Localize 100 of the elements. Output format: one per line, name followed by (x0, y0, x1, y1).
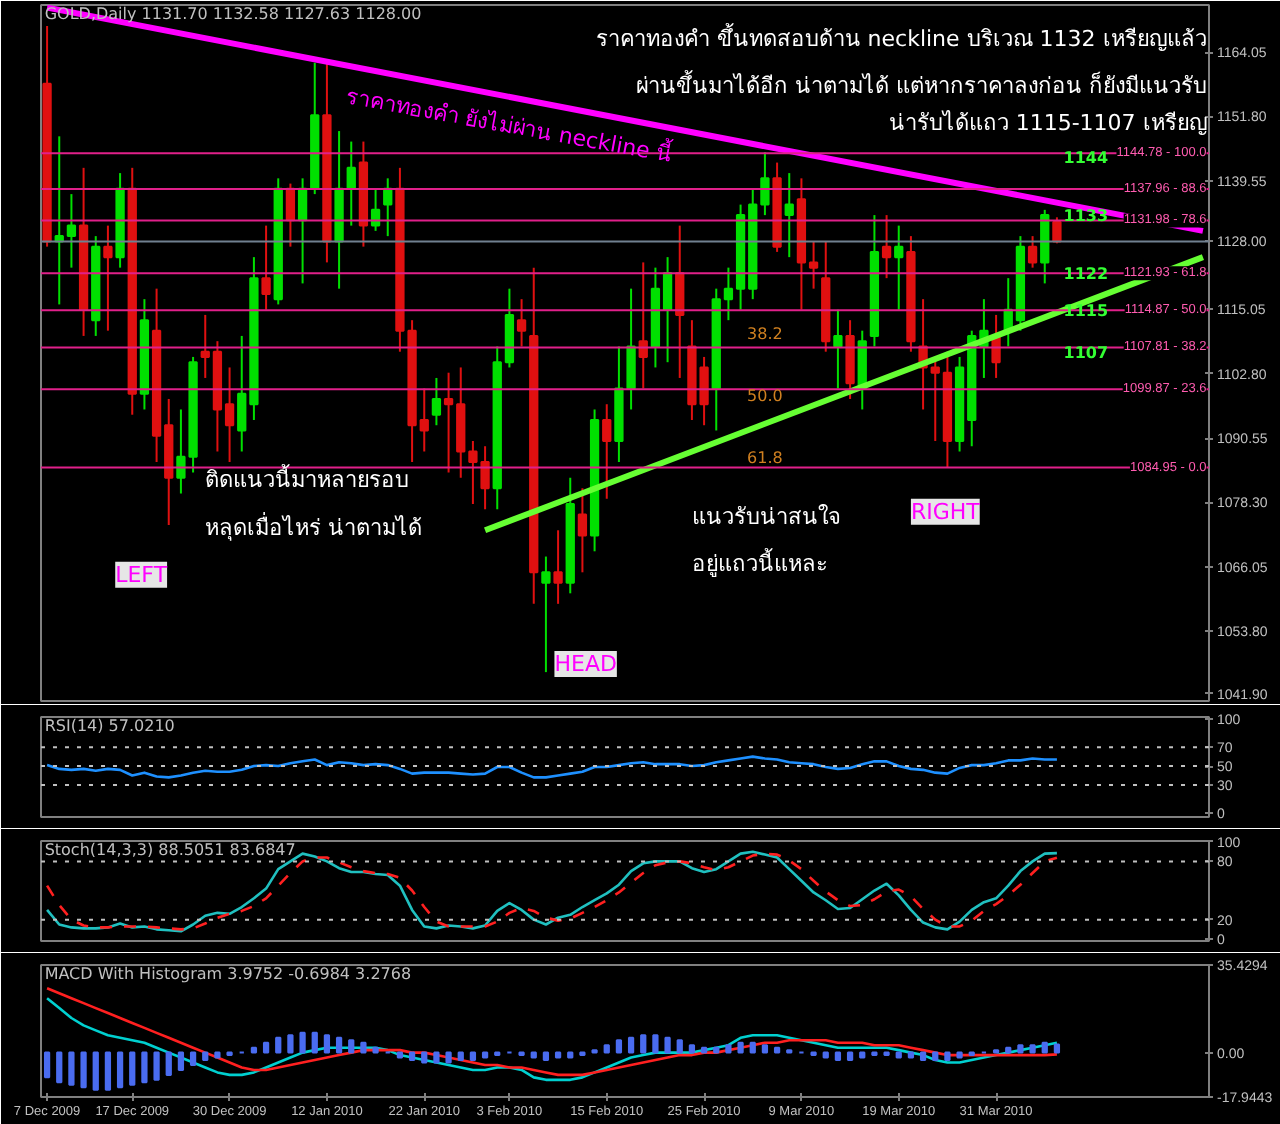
bar (713, 1046, 720, 1054)
bar (80, 1051, 87, 1089)
bar (554, 1051, 562, 1059)
bar (640, 1034, 647, 1054)
candlestick (261, 224, 271, 311)
annotation: 38.2 (747, 325, 783, 344)
bar (907, 1051, 915, 1059)
bar (335, 1036, 343, 1054)
bar (445, 1051, 452, 1064)
candlestick (1027, 235, 1038, 269)
annotation: 1144 (1063, 149, 1110, 168)
bar (956, 1051, 963, 1059)
candlestick (541, 555, 551, 674)
candlestick (431, 376, 442, 427)
bar (567, 1051, 574, 1059)
annotation: ผ่านขึ้นมาได้อีก น่าตามได้ แต่หากราคาลงก่อน ก็ยังมีแนวรับ (635, 69, 1207, 100)
bar (846, 1051, 854, 1062)
bar (615, 1039, 623, 1054)
bar (457, 1051, 464, 1062)
bar (360, 1041, 367, 1054)
bar (311, 1031, 318, 1054)
bar (737, 1041, 744, 1054)
bar (834, 1051, 842, 1062)
bar (189, 1051, 197, 1066)
bar (1005, 1046, 1012, 1054)
bar (1053, 1043, 1061, 1054)
bar (421, 1051, 428, 1064)
annotation: 1107 (1063, 343, 1109, 362)
candlestick (894, 224, 904, 311)
chart-title: Stoch(14,3,3) 88.5051 83.6847 (44, 841, 296, 859)
bar (177, 1051, 185, 1071)
annotation: ราคาทองคำ ขึ้นทดสอบด้าน neckline บริเวณ 1132 เหรียญแล้ว (595, 22, 1207, 53)
bar (542, 1051, 550, 1062)
bar (56, 1051, 63, 1084)
annotation: หลุดเมื่อไหร่ น่าตามได้ (205, 510, 423, 541)
bar (43, 1051, 51, 1079)
bar (92, 1051, 99, 1091)
bar (1029, 1044, 1036, 1054)
bar (676, 1039, 683, 1054)
bar (749, 1041, 756, 1054)
candlestick (881, 214, 892, 280)
candlestick (346, 140, 356, 227)
bar (323, 1034, 331, 1054)
candlestick (602, 403, 612, 500)
bar (129, 1051, 136, 1086)
bar (396, 1051, 404, 1059)
candlestick (1052, 216, 1062, 245)
bar (250, 1046, 258, 1054)
candlestick (833, 308, 843, 390)
annotation: 61.8 (747, 448, 783, 467)
candlestick (784, 172, 794, 259)
line-series (45, 755, 1059, 779)
annotation: 50.0 (747, 386, 783, 405)
bar (433, 1051, 440, 1064)
bar (469, 1051, 477, 1062)
bar (408, 1051, 416, 1062)
bar (481, 1051, 489, 1059)
annotation: HEAD (554, 651, 617, 678)
bar (275, 1036, 282, 1054)
chart-title: MACD With Histogram 3.9752 -0.6984 3.2768 (44, 965, 412, 983)
bar (895, 1051, 902, 1059)
bar (141, 1051, 148, 1084)
bar (299, 1031, 306, 1054)
annotation: RIGHT (910, 498, 981, 525)
bar (652, 1034, 659, 1054)
bar (700, 1046, 708, 1054)
bar (165, 1051, 172, 1076)
bar (725, 1044, 732, 1054)
candlestick (516, 298, 527, 348)
bar (214, 1051, 221, 1059)
bar (262, 1041, 270, 1054)
bar (627, 1036, 635, 1054)
bar (664, 1036, 671, 1054)
annotation: แนวรับน่าสนใจ (691, 504, 840, 531)
bar (1041, 1041, 1048, 1054)
annotation: ติดแนวนี้มาหลายรอบ (205, 463, 410, 494)
chart-title: RSI(14) 57.0210 (44, 717, 175, 735)
bar (859, 1051, 866, 1059)
bar (372, 1046, 379, 1054)
bar (919, 1051, 927, 1062)
candlestick (845, 319, 855, 400)
bar (761, 1044, 769, 1054)
bar (202, 1051, 209, 1062)
bar (104, 1051, 112, 1091)
candlestick (577, 487, 588, 574)
bar (773, 1046, 781, 1054)
candlestick (553, 529, 563, 605)
bar (116, 1051, 124, 1089)
bar (348, 1039, 355, 1054)
bar (153, 1051, 160, 1081)
bar (1017, 1044, 1024, 1054)
bar (287, 1034, 294, 1054)
bar (932, 1051, 939, 1062)
bar (944, 1051, 951, 1062)
bar (688, 1044, 696, 1054)
bar (603, 1044, 610, 1054)
bar (530, 1051, 537, 1059)
bar (68, 1051, 75, 1086)
annotation: อยู่แถวนี้แหละ (691, 547, 828, 578)
annotation: น่ารับได้แถว 1115-1107 เหรียญ (888, 110, 1207, 137)
